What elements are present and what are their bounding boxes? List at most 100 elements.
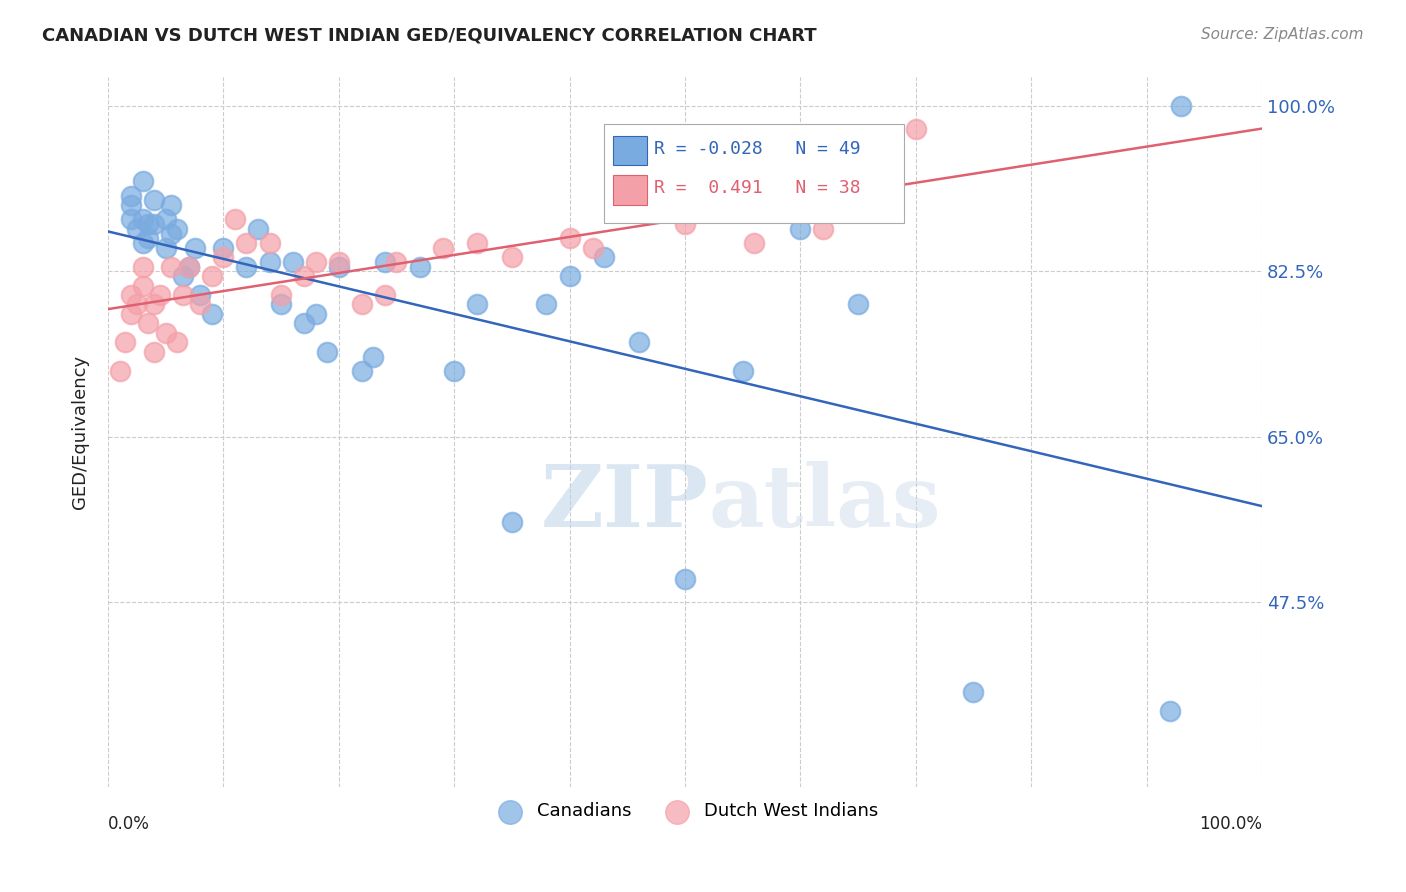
Point [731,364,754,378]
Point [131,212,153,227]
FancyBboxPatch shape [613,176,647,205]
Point [443,364,465,378]
Point [904,122,927,136]
Point [177,260,200,274]
Text: ZIP: ZIP [540,461,709,545]
Point [501,515,523,529]
Point [363,350,385,364]
Text: 100.0%: 100.0% [1199,815,1263,833]
Point [582,241,605,255]
Point [328,260,350,274]
Point [138,217,160,231]
Point [246,221,269,235]
Point [224,212,246,227]
Point [432,241,454,255]
Point [125,297,148,311]
Point [305,255,328,269]
Point [172,288,194,302]
Point [374,255,396,269]
Point [962,685,984,699]
Point [120,288,142,302]
Point [846,297,869,311]
Point [212,241,235,255]
Point [155,212,177,227]
Point [270,297,292,311]
Point [673,217,696,231]
Point [201,269,224,284]
Point [235,235,257,250]
Point [160,227,183,241]
Point [138,231,160,245]
Y-axis label: GED/Equivalency: GED/Equivalency [72,355,89,509]
Point [201,307,224,321]
Point [212,250,235,264]
Point [143,194,166,208]
Text: atlas: atlas [709,461,941,545]
Point [316,344,339,359]
Point [155,326,177,340]
Point [270,288,292,302]
Point [125,221,148,235]
Point [305,307,328,321]
Point [374,288,396,302]
Point [281,255,304,269]
Point [149,288,172,302]
Point [673,572,696,586]
Point [350,297,373,311]
Point [143,297,166,311]
FancyBboxPatch shape [605,124,904,223]
Point [172,269,194,284]
Point [385,255,408,269]
Point [408,260,430,274]
Point [627,335,650,350]
Point [108,364,131,378]
Point [292,317,315,331]
Point [120,198,142,212]
Point [131,174,153,188]
Point [742,235,765,250]
Point [465,297,488,311]
Text: R = -0.028   N = 49: R = -0.028 N = 49 [654,140,860,158]
Point [350,364,373,378]
Point [155,241,177,255]
Point [131,235,153,250]
Point [259,255,281,269]
Point [188,297,211,311]
Point [536,297,558,311]
Text: 0.0%: 0.0% [108,815,150,833]
Point [160,260,183,274]
Point [120,307,142,321]
Point [166,221,188,235]
Text: CANADIAN VS DUTCH WEST INDIAN GED/EQUIVALENCY CORRELATION CHART: CANADIAN VS DUTCH WEST INDIAN GED/EQUIVA… [42,27,817,45]
Point [120,188,142,202]
Point [593,250,616,264]
Point [114,335,136,350]
Point [328,255,350,269]
Point [501,250,523,264]
Point [465,235,488,250]
Point [160,198,183,212]
Text: Source: ZipAtlas.com: Source: ZipAtlas.com [1201,27,1364,42]
Point [292,269,315,284]
Point [1159,704,1181,718]
Point [188,288,211,302]
Point [789,221,811,235]
Point [235,260,257,274]
Point [558,269,581,284]
Point [166,335,188,350]
Point [1170,99,1192,113]
FancyBboxPatch shape [613,136,647,165]
Point [259,235,281,250]
Point [177,260,200,274]
Point [131,278,153,293]
Text: R =  0.491   N = 38: R = 0.491 N = 38 [654,179,860,197]
Point [183,241,205,255]
Legend: Canadians, Dutch West Indians: Canadians, Dutch West Indians [485,795,886,828]
Point [143,217,166,231]
Point [138,317,160,331]
Point [131,260,153,274]
Point [813,221,835,235]
Point [143,344,166,359]
Point [120,212,142,227]
Point [558,231,581,245]
